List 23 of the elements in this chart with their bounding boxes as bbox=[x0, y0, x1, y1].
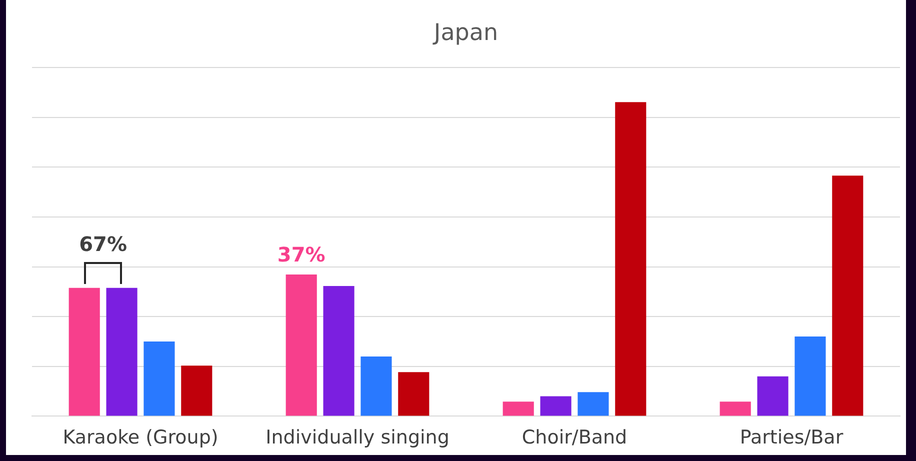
bar bbox=[794, 336, 826, 416]
annotation: 67% bbox=[79, 232, 128, 256]
bar bbox=[106, 288, 138, 416]
bar bbox=[323, 286, 354, 416]
bar bbox=[286, 274, 317, 416]
x-tick-label: Choir/Band bbox=[522, 426, 628, 449]
bar bbox=[144, 342, 175, 416]
bar bbox=[502, 402, 534, 416]
bar bbox=[757, 376, 788, 416]
data-label: 37% bbox=[277, 242, 326, 267]
x-tick-label: Karaoke (Group) bbox=[62, 426, 218, 449]
bar bbox=[398, 372, 430, 416]
bar bbox=[578, 392, 609, 416]
x-tick-label: Individually singing bbox=[266, 426, 450, 449]
bar bbox=[615, 102, 646, 416]
bar bbox=[832, 176, 864, 416]
x-tick-label: Parties/Bar bbox=[740, 426, 844, 449]
bar bbox=[181, 366, 212, 416]
bar bbox=[720, 402, 751, 416]
bar bbox=[68, 288, 100, 416]
bar bbox=[360, 356, 392, 416]
bar bbox=[540, 396, 572, 416]
chart-title: Japan bbox=[432, 20, 498, 46]
